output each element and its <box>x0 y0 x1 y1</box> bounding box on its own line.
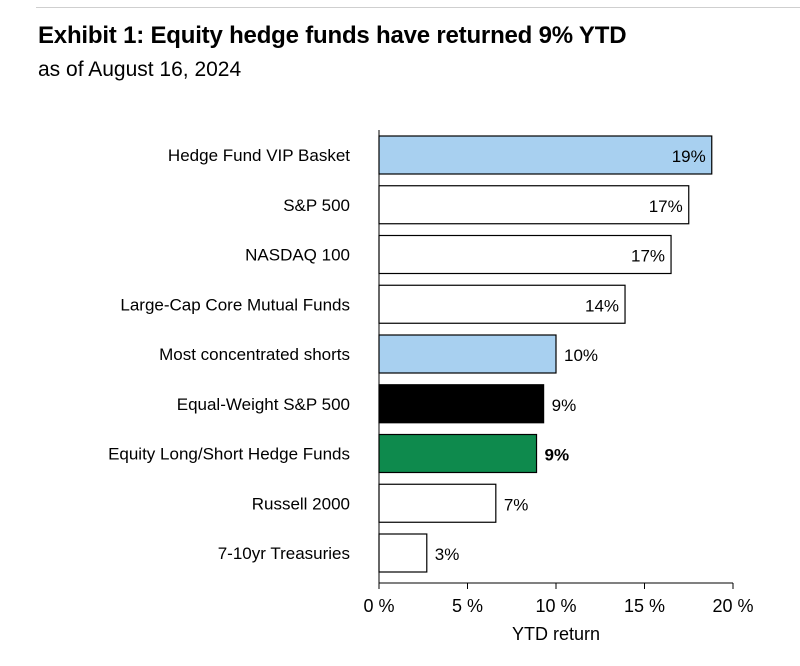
axes-group: 0 % 5 % 10 % 15 % 20 % <box>363 130 754 616</box>
value-label: 14% <box>585 296 619 315</box>
chart-title: Exhibit 1: Equity hedge funds have retur… <box>38 22 627 49</box>
bar <box>378 334 557 374</box>
bar <box>378 284 626 324</box>
x-tick-label: 10 % <box>535 596 576 616</box>
category-label: Russell 2000 <box>252 494 350 513</box>
category-label: Equity Long/Short Hedge Funds <box>108 445 350 464</box>
value-label: 9% <box>545 446 570 465</box>
bar <box>378 533 428 573</box>
value-label: 10% <box>564 346 598 365</box>
x-tick-label: 0 % <box>363 596 394 616</box>
category-label: NASDAQ 100 <box>245 246 350 265</box>
value-label: 3% <box>435 545 460 564</box>
category-label: Most concentrated shorts <box>159 345 350 364</box>
bar <box>378 135 713 175</box>
bar <box>378 483 497 523</box>
bars-group: Hedge Fund VIP Basket 19% S&P 500 17% NASDAQ… <box>108 135 713 573</box>
category-label: Large-Cap Core Mutual Funds <box>120 295 350 314</box>
x-tick-label: 20 % <box>712 596 753 616</box>
bar <box>378 234 672 275</box>
category-label: Hedge Fund VIP Basket <box>168 146 350 165</box>
x-axis-label: YTD return <box>512 624 600 644</box>
value-label: 7% <box>504 495 529 514</box>
x-tick-label: 5 % <box>452 596 483 616</box>
top-rule <box>36 7 800 8</box>
bar <box>378 433 538 474</box>
chart-subtitle: as of August 16, 2024 <box>38 58 242 81</box>
value-label: 17% <box>649 197 683 216</box>
value-label: 9% <box>552 396 577 415</box>
category-label: Equal-Weight S&P 500 <box>177 395 350 414</box>
value-label: 17% <box>631 247 665 266</box>
category-label: 7-10yr Treasuries <box>218 544 350 563</box>
value-label: 19% <box>672 147 706 166</box>
category-label: S&P 500 <box>283 196 350 215</box>
bar <box>378 185 690 225</box>
x-tick-label: 15 % <box>624 596 665 616</box>
bar <box>378 384 545 424</box>
